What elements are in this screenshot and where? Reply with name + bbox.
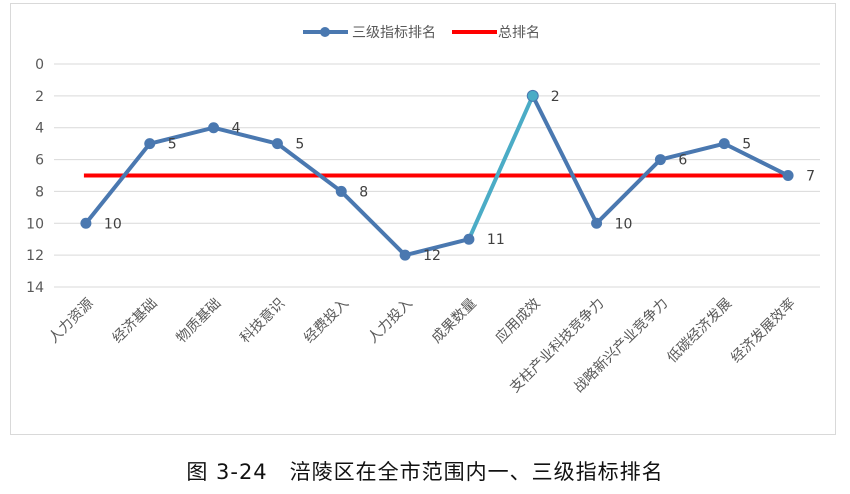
series-line	[83, 93, 791, 258]
data-point	[782, 170, 794, 181]
legend-series-marker	[320, 27, 330, 37]
series-segment	[339, 189, 408, 258]
series-segment	[466, 93, 535, 242]
series-segment	[83, 141, 152, 226]
figure-caption: 图 3-24 涪陵区在全市范围内一、三级指标排名	[186, 460, 664, 484]
series-segment	[530, 93, 599, 226]
x-tick-label: 科技意识	[237, 295, 289, 347]
data-label: 5	[742, 137, 751, 153]
series-segment	[147, 125, 216, 146]
series-segment	[658, 141, 727, 162]
y-tick-label: 6	[35, 153, 44, 169]
data-point	[526, 89, 539, 102]
series-segment	[211, 125, 280, 146]
data-label: 6	[678, 153, 687, 169]
x-tick-label: 低碳经济发展	[664, 296, 735, 367]
data-point	[335, 185, 347, 197]
x-tick-label: 成果数量	[429, 296, 480, 347]
data-label: 7	[806, 169, 815, 185]
y-tick-label: 10	[26, 216, 44, 232]
data-point	[591, 217, 603, 229]
data-label: 4	[232, 121, 241, 137]
x-tick-label: 人力资源	[46, 296, 97, 347]
data-point	[399, 249, 411, 261]
series-points	[80, 89, 794, 261]
chart-frame: 0 2 4 6 8 10 12 14 人力资源 经济基础 物质基础 科技意识 经费投入 人力投入 成果数量…	[10, 3, 836, 435]
series-segment	[594, 157, 663, 226]
data-label: 2	[551, 89, 560, 105]
data-point	[718, 138, 730, 150]
y-axis-ticks: 0 2 4 6 8 10 12 14	[26, 57, 44, 296]
data-label: 5	[295, 137, 304, 153]
data-point	[463, 233, 475, 245]
x-tick-label: 物质基础	[173, 295, 225, 347]
legend-item-total: 总排名	[452, 25, 540, 41]
series-segment	[722, 141, 791, 178]
y-tick-label: 4	[35, 121, 44, 137]
y-tick-label: 8	[35, 184, 44, 200]
y-tick-label: 0	[35, 57, 44, 73]
data-label: 11	[487, 232, 505, 248]
x-tick-label: 应用成效	[492, 295, 544, 347]
y-tick-label: 2	[35, 89, 44, 105]
series-segment	[275, 141, 344, 194]
data-point	[144, 138, 156, 150]
data-label: 5	[168, 137, 177, 153]
x-tick-label: 经费投入	[301, 296, 352, 347]
gridlines	[54, 63, 820, 288]
x-tick-label: 经济发展效率	[727, 295, 798, 366]
x-tick-label: 人力投入	[365, 296, 416, 347]
data-point	[208, 122, 220, 134]
legend-total-label: 总排名	[498, 25, 540, 41]
y-tick-label: 14	[26, 280, 44, 296]
series-segment	[403, 237, 471, 258]
y-tick-label: 12	[26, 248, 44, 264]
data-point	[271, 138, 283, 150]
line-chart: 0 2 4 6 8 10 12 14 人力资源 经济基础 物质基础 科技意识 经费投入 人力投入 成果数量…	[26, 25, 820, 396]
legend: 三级指标排名 总排名	[303, 25, 540, 41]
data-labels: 10 5 4 5 8 12 11 2 10 6 5 7	[104, 89, 815, 264]
data-label: 12	[423, 248, 441, 264]
data-point	[654, 154, 666, 166]
data-label: 8	[359, 184, 368, 200]
legend-series-label: 三级指标排名	[352, 25, 436, 41]
x-tick-label: 经济基础	[109, 295, 161, 347]
data-label: 10	[104, 216, 122, 232]
data-point	[80, 217, 92, 229]
data-label: 10	[615, 216, 633, 232]
x-axis-ticks: 人力资源 经济基础 物质基础 科技意识 经费投入 人力投入 成果数量 应用成效支柱产业科技竞争…	[46, 295, 799, 396]
legend-item-series: 三级指标排名	[303, 25, 436, 41]
